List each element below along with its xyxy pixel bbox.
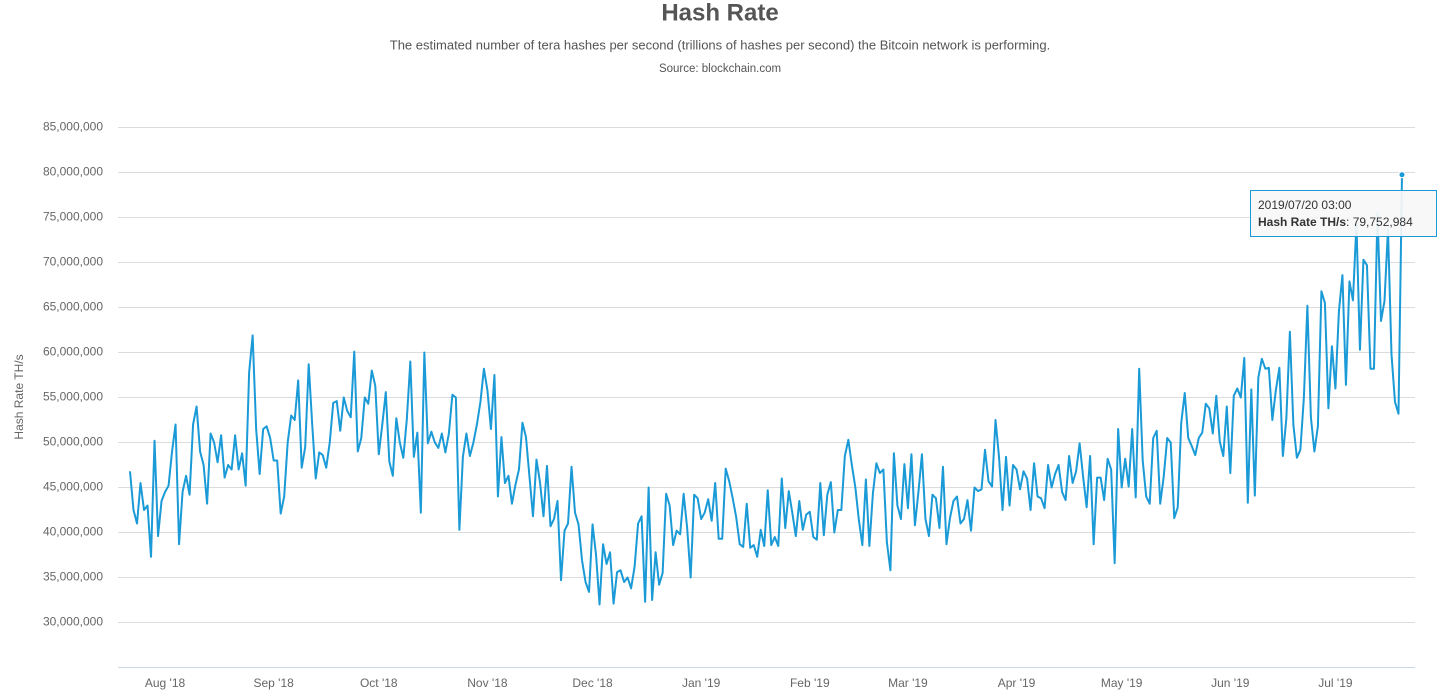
x-tick-label: Jul '19 [1318, 676, 1353, 690]
x-tick-label: Apr '19 [998, 676, 1036, 690]
y-tick-label: 40,000,000 [43, 525, 103, 539]
y-tick-label: 80,000,000 [43, 165, 103, 179]
x-tick-label: Oct '18 [360, 676, 398, 690]
y-tick-label: 85,000,000 [43, 120, 103, 134]
tooltip: 2019/07/20 03:00 Hash Rate TH/s: 79,752,9… [1250, 190, 1437, 237]
x-tick-label: Jun '19 [1211, 676, 1250, 690]
y-tick-label: 60,000,000 [43, 345, 103, 359]
x-tick-label: May '19 [1101, 676, 1143, 690]
y-tick-label: 35,000,000 [43, 570, 103, 584]
tooltip-date: 2019/07/20 03:00 [1258, 198, 1352, 212]
tooltip-number: 79,752,984 [1353, 215, 1413, 229]
x-tick-label: Dec '18 [572, 676, 613, 690]
chart-source: Source: blockchain.com [659, 63, 781, 75]
y-tick-label: 55,000,000 [43, 390, 103, 404]
hover-point [1398, 171, 1406, 179]
tooltip-value: Hash Rate TH/s: 79,752,984 [1258, 215, 1413, 229]
y-tick-label: 75,000,000 [43, 210, 103, 224]
y-tick-label: 70,000,000 [43, 255, 103, 269]
x-tick-label: Nov '18 [467, 676, 508, 690]
x-tick-label: Sep '18 [254, 676, 295, 690]
x-tick-label: Mar '19 [888, 676, 928, 690]
y-tick-label: 30,000,000 [43, 615, 103, 629]
x-tick-label: Feb '19 [790, 676, 830, 690]
x-tick-label: Aug '18 [145, 676, 186, 690]
chart-title: Hash Rate [661, 0, 778, 26]
y-tick-label: 50,000,000 [43, 435, 103, 449]
y-tick-label: 65,000,000 [43, 300, 103, 314]
x-tick-label: Jan '19 [682, 676, 721, 690]
y-tick-label: 45,000,000 [43, 480, 103, 494]
data-line [129, 174, 1403, 606]
tooltip-series: Hash Rate TH/s [1258, 215, 1346, 229]
y-axis-label: Hash Rate TH/s [12, 354, 26, 439]
tooltip-box [1250, 190, 1437, 237]
chart-subtitle: The estimated number of tera hashes per … [390, 37, 1050, 52]
